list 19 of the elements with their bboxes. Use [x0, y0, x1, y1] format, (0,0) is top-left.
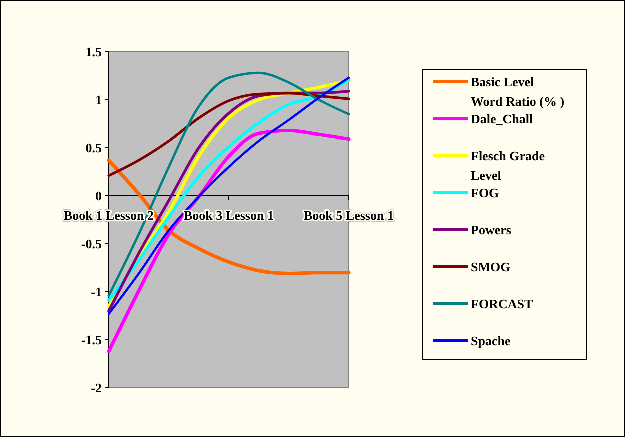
y-tick-label: 1	[96, 92, 102, 108]
legend-label: Dale_Chall	[471, 112, 534, 127]
y-tick-label: -1.5	[81, 332, 102, 348]
line-series	[108, 92, 350, 178]
legend-label: SMOG	[471, 260, 511, 275]
legend-label: Flesch Grade Level	[471, 148, 546, 184]
y-tick-label: 0	[96, 188, 102, 204]
legend-label: Powers	[471, 222, 512, 238]
x-tick-label: Book 5 Lesson 1	[304, 208, 394, 223]
legend-label: FORCAST	[471, 296, 534, 312]
y-tick-label: -0.5	[81, 236, 102, 252]
legend-label: FOG	[471, 186, 500, 201]
x-tick-label: Book 3 Lesson 1	[184, 208, 274, 223]
legend-label: Spache	[471, 334, 511, 349]
y-tick-label: 0.5	[86, 140, 102, 156]
legend-label: Basic Level Word Ratio (% )	[471, 74, 565, 110]
y-tick-label: 1.5	[86, 44, 102, 60]
y-tick-label: -1	[91, 284, 102, 300]
y-tick-label: -2	[91, 380, 102, 396]
